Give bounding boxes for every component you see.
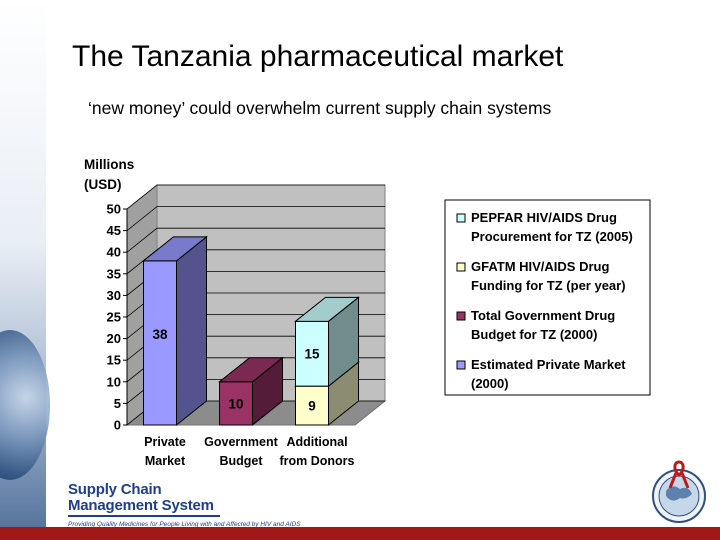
y-axis-label: (USD) (84, 177, 122, 192)
legend-label: Estimated Private Market (471, 357, 626, 372)
x-tick-label: Budget (219, 454, 263, 468)
bar-front (295, 385, 329, 426)
bar-top (218, 357, 284, 383)
legend-swatch (456, 262, 466, 272)
y-axis-label: Millions (84, 157, 134, 172)
y-tick-label: 0 (114, 418, 121, 433)
logo-rule (68, 515, 220, 517)
bar-top (142, 236, 208, 262)
y-tick-label: 20 (107, 331, 121, 346)
legend-label: Funding for TZ (per year) (471, 278, 626, 293)
legend-label: Procurement for TZ (2005) (471, 229, 633, 244)
bar-front (295, 320, 329, 387)
y-tick-label: 30 (107, 288, 121, 303)
gridline (126, 206, 385, 231)
y-tick-label: 50 (107, 202, 121, 217)
slide-title: The Tanzania pharmaceutical market (72, 40, 564, 73)
x-tick-label: Private (144, 435, 186, 449)
legend-label: (2000) (471, 376, 509, 391)
legend-label: PEPFAR HIV/AIDS Drug (471, 210, 617, 225)
logo-tagline: Providing Quality Medicines for People L… (68, 521, 301, 528)
y-tick-label: 35 (107, 266, 121, 281)
pharma-market-chart: 0 5 10 15 20 25 30 35 40 45 50 Millions (USD) 38 Priva… (84, 157, 651, 468)
x-tick-label: Government (204, 435, 278, 449)
bar (142, 235, 208, 427)
scms-logo: Supply Chain Management System Providing… (68, 482, 301, 528)
data-label: 10 (228, 396, 243, 411)
bar (294, 296, 360, 388)
y-tick-label: 45 (107, 223, 121, 238)
gridline (126, 227, 385, 253)
bottom-accent-bar (0, 527, 720, 540)
gridline (126, 184, 385, 210)
slide-subtitle: ‘new money’ could overwhelm current supp… (88, 98, 552, 118)
y-tick-label: 10 (107, 374, 121, 389)
bar-front (143, 260, 177, 426)
seal-emblem-icon (652, 460, 706, 523)
y-tick-label: 40 (107, 245, 121, 260)
bar (218, 356, 284, 427)
legend-swatch (456, 213, 466, 223)
x-tick-label: Additional (286, 435, 347, 449)
legend-label: Total Government Drug (471, 308, 615, 323)
legend-label: Budget for TZ (2000) (471, 327, 597, 342)
y-tick-label: 25 (107, 310, 121, 325)
logo-text-line1: Supply Chain (68, 481, 162, 498)
bar-top (294, 296, 360, 322)
y-tick-label: 5 (114, 396, 121, 411)
data-label: 15 (304, 347, 320, 362)
legend-label: GFATM HIV/AIDS Drug (471, 259, 609, 274)
data-label: 38 (152, 327, 168, 342)
legend-box (444, 199, 651, 396)
data-label: 9 (308, 399, 316, 414)
legend-swatch (456, 311, 466, 321)
x-tick-label: Market (145, 454, 186, 468)
bar-side (176, 235, 207, 427)
legend-swatch (456, 360, 466, 370)
logo-text-line2: Management System (68, 497, 214, 514)
y-tick-label: 15 (107, 353, 121, 368)
x-tick-label: from Donors (280, 454, 355, 468)
